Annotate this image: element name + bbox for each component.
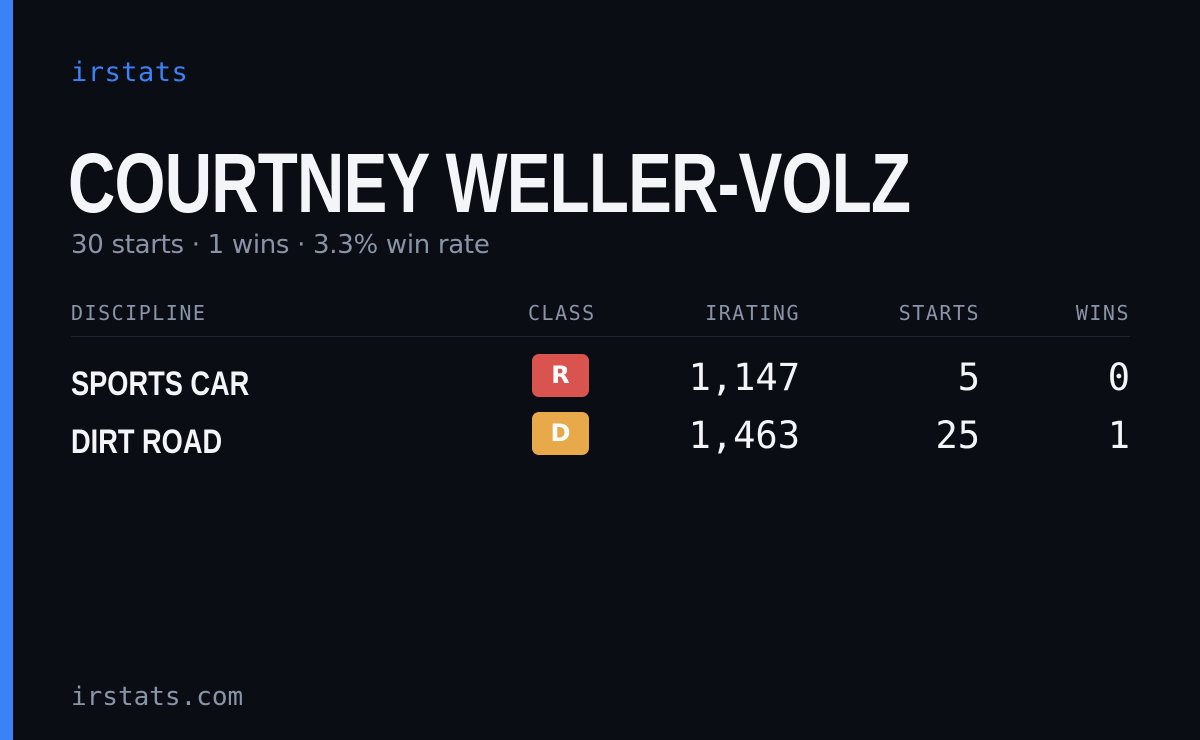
starts-value: 5: [957, 356, 980, 399]
footer-url: irstats.com: [71, 682, 244, 712]
header-class: CLASS: [528, 301, 596, 325]
irating-value: 1,463: [688, 414, 800, 457]
discipline-name: DIRT ROAD: [71, 423, 223, 461]
driver-name: COURTNEY WELLER-VOLZ: [68, 136, 911, 230]
career-summary: 30 starts · 1 wins · 3.3% win rate: [71, 230, 490, 260]
brand-logo-text: irstats: [71, 57, 189, 88]
discipline-name: SPORTS CAR: [71, 365, 250, 403]
header-irating: IRATING: [705, 301, 800, 325]
wins-value: 1: [1107, 414, 1130, 457]
header-wins: WINS: [1075, 301, 1130, 325]
irating-value: 1,147: [688, 356, 800, 399]
header-starts: STARTS: [898, 301, 980, 325]
starts-value: 25: [935, 414, 980, 457]
accent-bar: [0, 0, 13, 740]
header-discipline: DISCIPLINE: [71, 301, 207, 325]
license-class-badge: D: [532, 412, 589, 455]
license-class-badge: R: [532, 354, 589, 397]
table-row: SPORTS CAR R 1,147 5 0: [0, 352, 1200, 410]
header-divider: [71, 336, 1130, 337]
wins-value: 0: [1107, 356, 1130, 399]
table-row: DIRT ROAD D 1,463 25 1: [0, 410, 1200, 468]
